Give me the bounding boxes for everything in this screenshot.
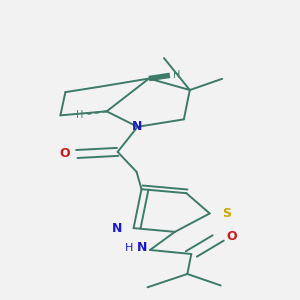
Text: H: H	[173, 70, 180, 80]
Text: N: N	[137, 241, 148, 254]
Text: S: S	[222, 207, 231, 220]
Text: N: N	[132, 120, 143, 133]
Text: O: O	[59, 148, 70, 160]
Text: O: O	[227, 230, 237, 243]
Text: N: N	[112, 222, 122, 235]
Text: H: H	[125, 243, 133, 253]
Text: H: H	[76, 110, 83, 120]
